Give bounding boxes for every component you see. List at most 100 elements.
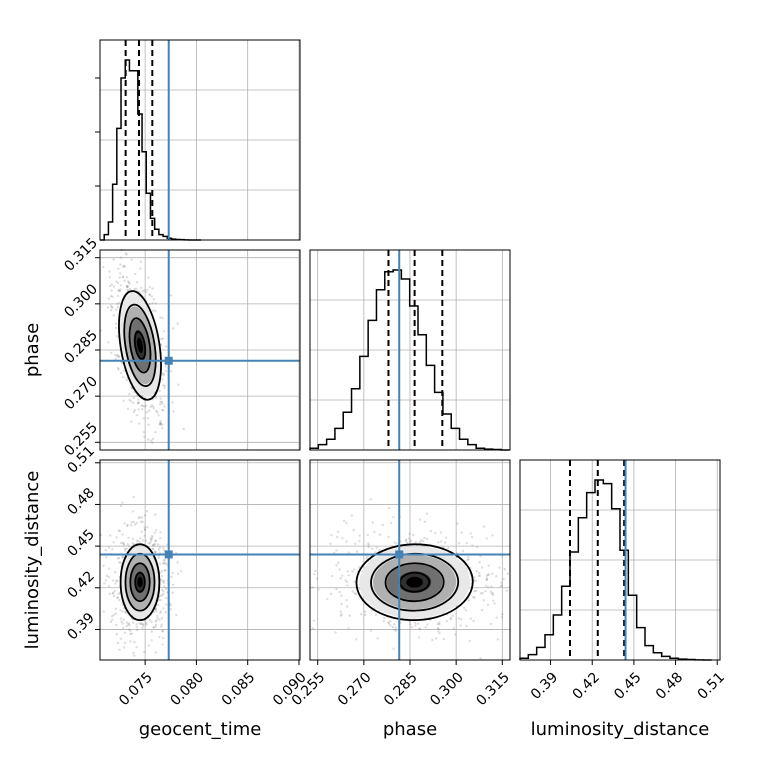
sample-point [150,537,153,541]
sample-point [159,422,162,425]
sample-point [161,629,164,633]
sample-point [107,584,111,588]
sample-point [151,302,154,305]
sample-point [353,568,356,571]
sample-point [112,541,115,544]
truth-marker [164,356,173,365]
x-tick-label: 0.51 [695,669,728,702]
sample-point [479,554,482,558]
sample-point [110,618,114,621]
sample-point [408,532,411,536]
sample-point [440,540,443,543]
sample-point [382,620,385,623]
sample-point [351,590,354,593]
sample-point [419,539,423,542]
sample-point [124,611,127,614]
sample-point [153,551,156,554]
sample-point [136,402,140,405]
sample-point [165,603,168,606]
sample-point [125,285,129,289]
sample-point [110,305,113,309]
sample-point [381,523,384,527]
sample-point [344,579,347,582]
sample-point [149,539,153,543]
sample-point [491,534,494,537]
sample-point [150,630,153,633]
sample-point [152,543,155,547]
sample-point [127,622,131,625]
sample-point [485,578,488,582]
sample-point [459,624,462,627]
sample-point [159,598,162,602]
sample-point [116,302,119,305]
sample-point [364,613,367,617]
sample-point [121,610,124,613]
sample-point [487,564,490,567]
sample-point [465,541,468,545]
sample-point [159,531,162,534]
sample-point [147,542,150,545]
sample-point [161,337,165,340]
sample-point [373,551,377,554]
sample-point [118,648,121,651]
sample-point [143,435,146,438]
sample-point [107,546,111,549]
sample-point [160,344,163,347]
sample-point [118,529,122,533]
sample-point [437,627,440,631]
sample-point [460,618,463,621]
sample-point [500,616,504,619]
sample-point [161,378,164,381]
sample-point [329,592,333,595]
sample-point [142,623,145,626]
sample-point [162,374,165,377]
sample-point [116,353,120,357]
sample-point [154,513,157,516]
sample-point [473,590,476,593]
sample-point [170,575,173,579]
sample-point [347,574,350,577]
sample-point [145,623,148,626]
sample-point [141,408,144,411]
sample-point [118,289,122,292]
sample-point [140,516,144,519]
sample-point [124,252,128,255]
sample-point [418,627,421,631]
sample-point [137,408,140,411]
sample-point [345,521,348,525]
sample-point [501,612,504,616]
sample-point [421,539,425,543]
sample-point [395,542,398,545]
sample-point [132,651,135,655]
sample-point [165,345,168,348]
sample-point [148,293,151,297]
sample-point [104,579,108,582]
sample-point [119,609,122,612]
sample-point [121,555,124,558]
sample-point [431,638,434,642]
sample-point [138,621,141,625]
sample-point [378,533,382,536]
sample-point [340,602,343,606]
sample-point [127,628,130,631]
sample-point [151,547,154,550]
sample-point [122,543,126,547]
sample-point [160,400,163,404]
sample-point [115,536,118,539]
sample-point [171,591,174,594]
sample-point [434,637,438,640]
sample-point [387,621,390,624]
sample-point [338,568,341,571]
sample-point [439,531,443,534]
sample-point [387,535,390,539]
sample-point [161,643,164,646]
sample-point [144,621,148,625]
sample-point [115,308,118,311]
sample-point [131,621,135,624]
sample-point [340,613,343,616]
sample-point [111,579,115,582]
sample-point [146,417,150,420]
sample-point [335,587,338,591]
sample-point [138,422,141,425]
sample-point [492,599,495,602]
